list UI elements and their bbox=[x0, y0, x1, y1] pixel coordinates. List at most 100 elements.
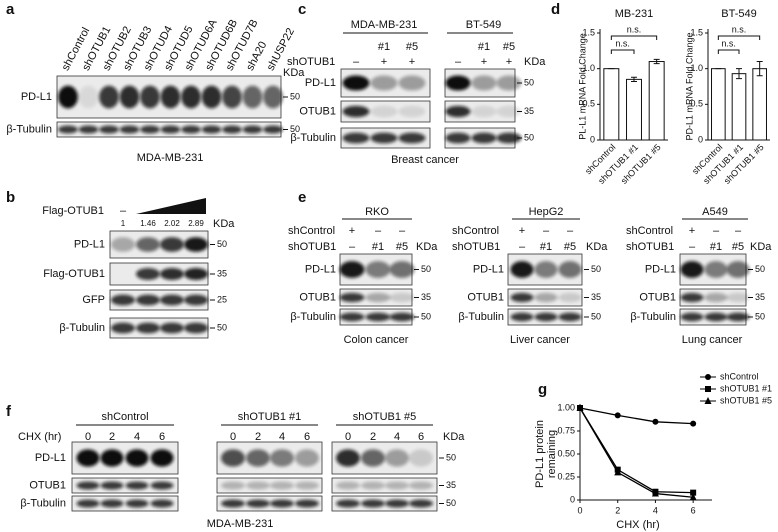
band bbox=[389, 312, 415, 322]
sign: #5 bbox=[564, 241, 576, 253]
quantification: 1.46 bbox=[140, 219, 156, 228]
legend-symbol bbox=[705, 374, 711, 380]
sign: + bbox=[519, 225, 525, 237]
y-tick-label: 1.00 bbox=[557, 402, 575, 412]
band bbox=[339, 261, 365, 278]
series-line bbox=[579, 407, 694, 425]
band bbox=[160, 237, 184, 252]
band bbox=[263, 125, 283, 134]
band bbox=[184, 268, 208, 280]
band bbox=[496, 75, 522, 91]
band bbox=[150, 449, 174, 467]
band bbox=[510, 261, 534, 278]
group-label: shOTUB1 #1 bbox=[238, 411, 302, 423]
sign: – bbox=[543, 225, 550, 237]
sign: – bbox=[375, 225, 382, 237]
band bbox=[389, 292, 415, 303]
time-point: 0 bbox=[85, 431, 91, 443]
size-marker: 50 bbox=[755, 311, 765, 321]
band bbox=[336, 481, 360, 490]
band bbox=[558, 312, 582, 322]
band bbox=[385, 481, 409, 490]
band bbox=[471, 105, 497, 118]
time-point: 6 bbox=[304, 431, 310, 443]
quantification: 2.02 bbox=[164, 219, 180, 228]
row-label: OTUB1 bbox=[299, 105, 336, 117]
caption: MDA-MB-231 bbox=[137, 152, 204, 164]
panel-label: e bbox=[298, 189, 306, 206]
band bbox=[160, 85, 181, 109]
band bbox=[184, 322, 208, 334]
band bbox=[534, 312, 558, 322]
size-marker: 50 bbox=[290, 124, 300, 134]
time-point: 0 bbox=[345, 431, 351, 443]
sign: #5 bbox=[732, 241, 744, 253]
band bbox=[510, 292, 534, 303]
row-label: PD-L1 bbox=[35, 452, 66, 464]
band bbox=[704, 261, 728, 278]
band bbox=[78, 125, 99, 134]
size-marker: 35 bbox=[524, 106, 534, 116]
significance-bracket bbox=[610, 35, 658, 40]
sign: – bbox=[455, 56, 462, 68]
band bbox=[726, 312, 750, 322]
band bbox=[221, 481, 245, 490]
band bbox=[385, 499, 409, 508]
time-point: 4 bbox=[394, 431, 400, 443]
band bbox=[111, 237, 135, 252]
bar bbox=[711, 68, 726, 141]
caption: MDA-MB-231 bbox=[207, 518, 274, 530]
control-label: shControl bbox=[288, 225, 335, 237]
sign: – bbox=[519, 241, 526, 253]
time-point: 4 bbox=[134, 431, 140, 443]
panel-label: g bbox=[538, 381, 547, 398]
panel-label: b bbox=[6, 189, 15, 206]
x-tick-label: 0 bbox=[577, 505, 582, 515]
band bbox=[100, 449, 124, 467]
band bbox=[398, 105, 426, 118]
band bbox=[496, 105, 522, 118]
band bbox=[339, 312, 365, 322]
band bbox=[160, 322, 184, 334]
sign: – bbox=[399, 225, 406, 237]
band bbox=[201, 125, 222, 134]
y-tick-label: 1.0 bbox=[582, 63, 595, 73]
bar bbox=[731, 73, 747, 141]
unit: KDa bbox=[586, 241, 608, 253]
band bbox=[365, 292, 391, 303]
unit: KDa bbox=[524, 56, 546, 68]
band bbox=[295, 449, 319, 467]
quantification: 2.89 bbox=[188, 219, 204, 228]
row-label: PD-L1 bbox=[645, 263, 676, 275]
band bbox=[445, 75, 471, 91]
band bbox=[181, 85, 201, 109]
row-label: OTUB1 bbox=[299, 291, 336, 303]
band bbox=[136, 322, 160, 334]
band bbox=[336, 449, 360, 467]
y-tick-label: 0.25 bbox=[557, 471, 575, 481]
band bbox=[680, 292, 704, 303]
band bbox=[136, 294, 160, 306]
point bbox=[690, 420, 697, 427]
treatment-label: Flag-OTUB1 bbox=[42, 205, 104, 217]
point bbox=[576, 404, 584, 411]
quantification: 1 bbox=[121, 219, 126, 228]
band bbox=[58, 85, 78, 109]
band bbox=[361, 499, 385, 508]
sign: + bbox=[381, 56, 387, 68]
caption: Liver cancer bbox=[510, 334, 570, 346]
point bbox=[614, 468, 622, 476]
group-label: BT-549 bbox=[466, 19, 501, 31]
band bbox=[181, 125, 201, 134]
band bbox=[534, 292, 558, 303]
error-bar bbox=[631, 76, 637, 83]
sign: + bbox=[481, 56, 487, 68]
row-label: PD-L1 bbox=[473, 263, 504, 275]
bar bbox=[603, 68, 620, 141]
panel-label: c bbox=[298, 1, 306, 18]
row-label: GFP bbox=[82, 294, 105, 306]
blot bbox=[71, 477, 179, 494]
x-tick-label: 6 bbox=[691, 505, 696, 515]
band bbox=[270, 499, 294, 508]
significance-label: n.s. bbox=[627, 24, 642, 34]
